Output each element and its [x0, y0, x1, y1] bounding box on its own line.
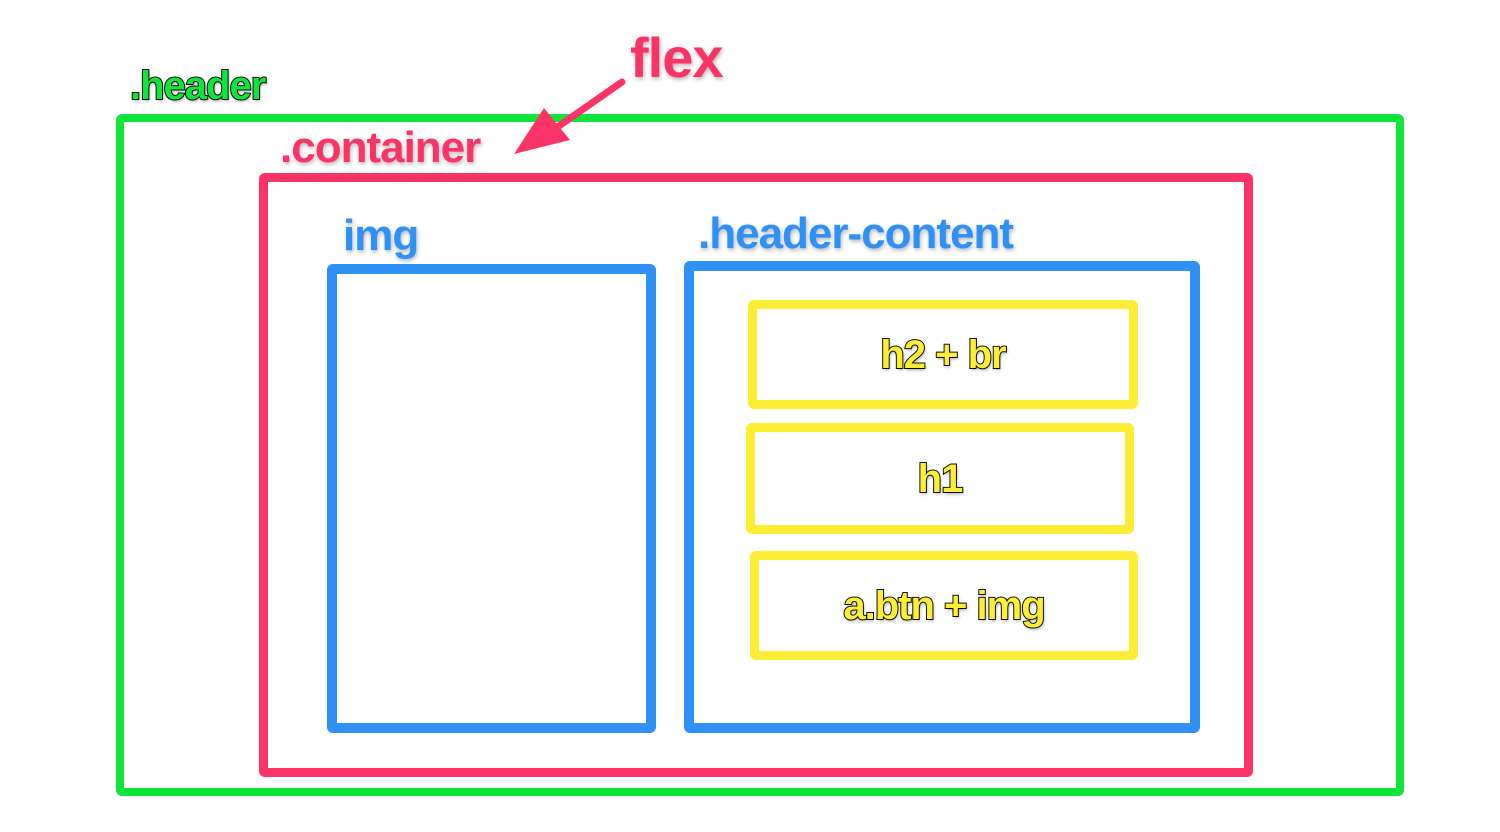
header-label: .header	[129, 64, 267, 108]
header-content-box	[684, 261, 1200, 733]
item-box-h1: h1	[746, 423, 1134, 534]
item-label: a.btn + img	[842, 583, 1046, 628]
item-label: h2 + br	[879, 332, 1007, 377]
header-box	[116, 114, 1404, 796]
item-box-a-btn-img: a.btn + img	[750, 551, 1138, 660]
item-label: h1	[917, 456, 965, 501]
item-box-h2-br: h2 + br	[748, 300, 1138, 409]
flex-label: flex	[630, 26, 723, 89]
container-box	[259, 173, 1253, 777]
container-label: .container	[280, 123, 481, 172]
img-label: img	[343, 211, 419, 260]
img-box	[327, 264, 656, 733]
header-content-label: .header-content	[698, 209, 1014, 258]
